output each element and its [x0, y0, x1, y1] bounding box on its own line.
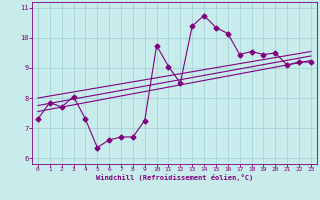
X-axis label: Windchill (Refroidissement éolien,°C): Windchill (Refroidissement éolien,°C): [96, 174, 253, 181]
